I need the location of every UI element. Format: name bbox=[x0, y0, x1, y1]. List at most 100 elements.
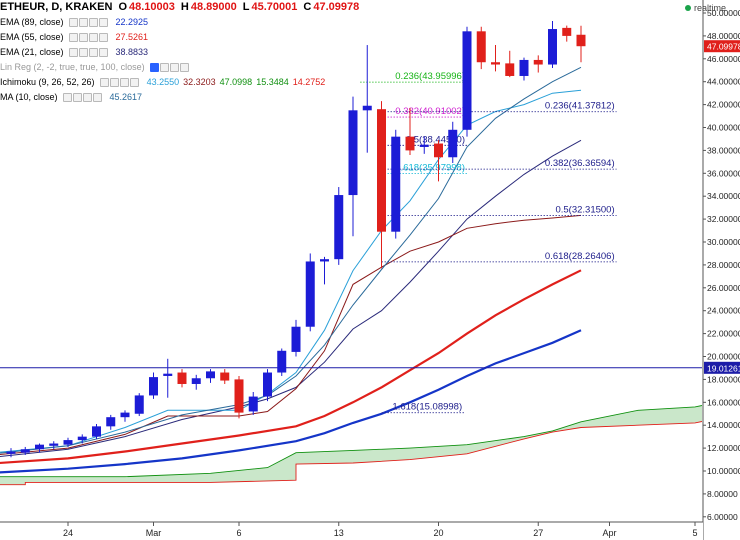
candle-body[interactable] bbox=[576, 34, 586, 47]
fib-level-label: 0.236(41.37812) bbox=[545, 101, 615, 112]
settings-icon[interactable] bbox=[78, 33, 88, 42]
legend-indicator-row[interactable]: Ichimoku (9, 26, 52, 26) 43.2550 32.3203 47… bbox=[0, 75, 480, 90]
add-icon[interactable] bbox=[88, 33, 98, 42]
legend-indicator-row[interactable]: EMA (55, close) 27.5261 bbox=[0, 30, 480, 45]
candle-body[interactable] bbox=[491, 62, 500, 65]
add-icon[interactable] bbox=[119, 78, 129, 87]
remove-icon[interactable] bbox=[98, 33, 108, 42]
add-icon[interactable] bbox=[88, 48, 98, 57]
indicator-line[interactable] bbox=[0, 269, 582, 465]
candle-body[interactable] bbox=[234, 379, 244, 413]
eye-icon[interactable] bbox=[149, 63, 159, 72]
candle-body[interactable] bbox=[362, 105, 372, 111]
candle-body[interactable] bbox=[377, 109, 386, 232]
eye-icon[interactable] bbox=[68, 33, 78, 42]
remove-icon[interactable] bbox=[179, 63, 189, 72]
candle-body[interactable] bbox=[434, 143, 443, 158]
candle-body[interactable] bbox=[419, 144, 429, 147]
symbol-title[interactable]: ETHEUR, D, KRAKEN bbox=[0, 1, 113, 13]
candle-body[interactable] bbox=[334, 195, 344, 260]
indicator-line[interactable] bbox=[0, 139, 582, 458]
remove-icon[interactable] bbox=[98, 48, 108, 57]
indicator-controls[interactable] bbox=[68, 33, 108, 42]
indicator-label[interactable]: EMA (89, close) bbox=[0, 17, 64, 27]
remove-icon[interactable] bbox=[92, 93, 102, 102]
candle-body[interactable] bbox=[220, 372, 230, 381]
fib-level-label: 0.618(35.97998) bbox=[395, 163, 465, 174]
price-axis[interactable]: 6.00000 8.00000 10.00000 12.00000 14.00000 16… bbox=[702, 0, 740, 540]
add-icon[interactable] bbox=[82, 93, 92, 102]
settings-icon[interactable] bbox=[78, 48, 88, 57]
eye-icon[interactable] bbox=[62, 93, 72, 102]
indicator-label[interactable]: Lin Reg (2, -2, true, true, 100, close) bbox=[0, 62, 145, 72]
indicator-controls[interactable] bbox=[62, 93, 102, 102]
candle-body[interactable] bbox=[320, 259, 329, 262]
candle-body[interactable] bbox=[305, 261, 315, 327]
candle-body[interactable] bbox=[277, 350, 287, 373]
settings-icon[interactable] bbox=[72, 93, 82, 102]
eye-icon[interactable] bbox=[68, 18, 78, 27]
indicator-controls[interactable] bbox=[68, 18, 108, 27]
remove-icon[interactable] bbox=[98, 18, 108, 27]
candle-body[interactable] bbox=[348, 110, 358, 196]
eye-icon[interactable] bbox=[99, 78, 109, 87]
indicator-label[interactable]: Ichimoku (9, 26, 52, 26) bbox=[0, 77, 95, 87]
price-tick-label: 30.00000 bbox=[707, 237, 740, 247]
settings-icon[interactable] bbox=[109, 78, 119, 87]
candle-body[interactable] bbox=[35, 444, 44, 450]
price-tick-label: 46.00000 bbox=[707, 54, 740, 64]
settings-icon[interactable] bbox=[159, 63, 169, 72]
candle-body[interactable] bbox=[505, 63, 515, 76]
indicator-line[interactable] bbox=[0, 89, 582, 454]
plot-area[interactable]: 0.236(43.95996)0.382(40.91002)0.5(38.445… bbox=[0, 21, 724, 486]
candle-body[interactable] bbox=[519, 59, 529, 76]
candle-body[interactable] bbox=[391, 136, 401, 232]
remove-icon[interactable] bbox=[129, 78, 139, 87]
indicator-controls[interactable] bbox=[99, 78, 139, 87]
price-tick-label: 24.00000 bbox=[707, 306, 740, 316]
indicator-controls[interactable] bbox=[149, 63, 189, 72]
indicator-line[interactable] bbox=[0, 214, 582, 456]
candle-body[interactable] bbox=[263, 372, 272, 397]
candle-body[interactable] bbox=[120, 412, 130, 418]
indicator-label[interactable]: EMA (55, close) bbox=[0, 32, 64, 42]
indicator-label[interactable]: EMA (21, close) bbox=[0, 47, 64, 57]
candle-body[interactable] bbox=[49, 443, 59, 446]
candle-body[interactable] bbox=[448, 129, 458, 158]
candle-body[interactable] bbox=[77, 436, 87, 441]
settings-icon[interactable] bbox=[78, 18, 88, 27]
candle-body[interactable] bbox=[163, 373, 173, 376]
candle-body[interactable] bbox=[92, 426, 101, 437]
add-icon[interactable] bbox=[169, 63, 179, 72]
eye-icon[interactable] bbox=[68, 48, 78, 57]
candle-body[interactable] bbox=[20, 449, 30, 453]
candle-body[interactable] bbox=[206, 371, 215, 379]
candle-body[interactable] bbox=[191, 378, 201, 384]
legend-indicator-row[interactable]: EMA (89, close) 22.2925 bbox=[0, 15, 480, 30]
candle-body[interactable] bbox=[177, 372, 187, 384]
time-axis[interactable]: 24 Mar 6 13 20 27 Apr 5 bbox=[0, 521, 703, 540]
candle-body[interactable] bbox=[63, 440, 73, 445]
candle-body[interactable] bbox=[476, 31, 486, 63]
candle-body[interactable] bbox=[562, 27, 572, 36]
ichimoku-span-a-line bbox=[0, 405, 702, 478]
legend-indicator-row[interactable]: EMA (21, close) 38.8833 bbox=[0, 45, 480, 60]
candle-body[interactable] bbox=[405, 136, 415, 151]
indicator-label[interactable]: MA (10, close) bbox=[0, 92, 58, 102]
add-icon[interactable] bbox=[88, 18, 98, 27]
legend-indicator-row[interactable]: MA (10, close) 45.2617 bbox=[0, 90, 480, 105]
indicator-controls[interactable] bbox=[68, 48, 108, 57]
candle-body[interactable] bbox=[462, 31, 472, 130]
candle-body[interactable] bbox=[149, 377, 158, 396]
candle-body[interactable] bbox=[248, 396, 258, 412]
candle-body[interactable] bbox=[533, 59, 543, 65]
candle-body[interactable] bbox=[106, 417, 116, 427]
candle-body[interactable] bbox=[134, 395, 144, 414]
candle-body[interactable] bbox=[291, 326, 301, 352]
indicator-line[interactable] bbox=[0, 66, 582, 455]
candle-body[interactable] bbox=[548, 29, 557, 65]
indicator-line[interactable] bbox=[0, 329, 582, 474]
legend-indicator-row[interactable]: Lin Reg (2, -2, true, true, 100, close) bbox=[0, 60, 480, 75]
candle-body[interactable] bbox=[6, 451, 16, 454]
